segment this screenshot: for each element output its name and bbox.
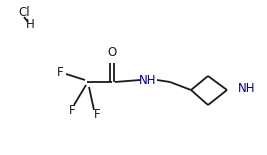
Text: H: H — [26, 18, 34, 31]
Text: NH: NH — [238, 82, 256, 95]
Text: O: O — [107, 46, 117, 60]
Text: F: F — [94, 108, 100, 122]
Text: Cl: Cl — [18, 7, 30, 20]
Text: F: F — [57, 66, 63, 78]
Text: NH: NH — [139, 73, 157, 86]
Text: F: F — [69, 104, 75, 117]
